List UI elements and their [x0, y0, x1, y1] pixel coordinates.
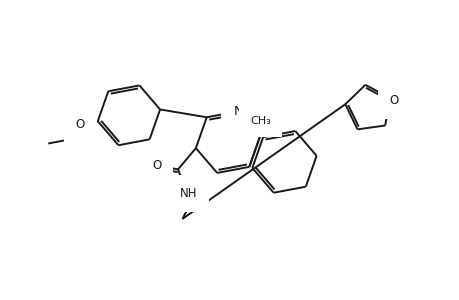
Text: O: O [75, 118, 85, 131]
Text: O: O [389, 94, 398, 107]
Text: CH₃: CH₃ [250, 116, 271, 126]
Text: O: O [151, 159, 161, 172]
Text: N: N [234, 105, 243, 118]
Text: NH: NH [180, 187, 197, 200]
